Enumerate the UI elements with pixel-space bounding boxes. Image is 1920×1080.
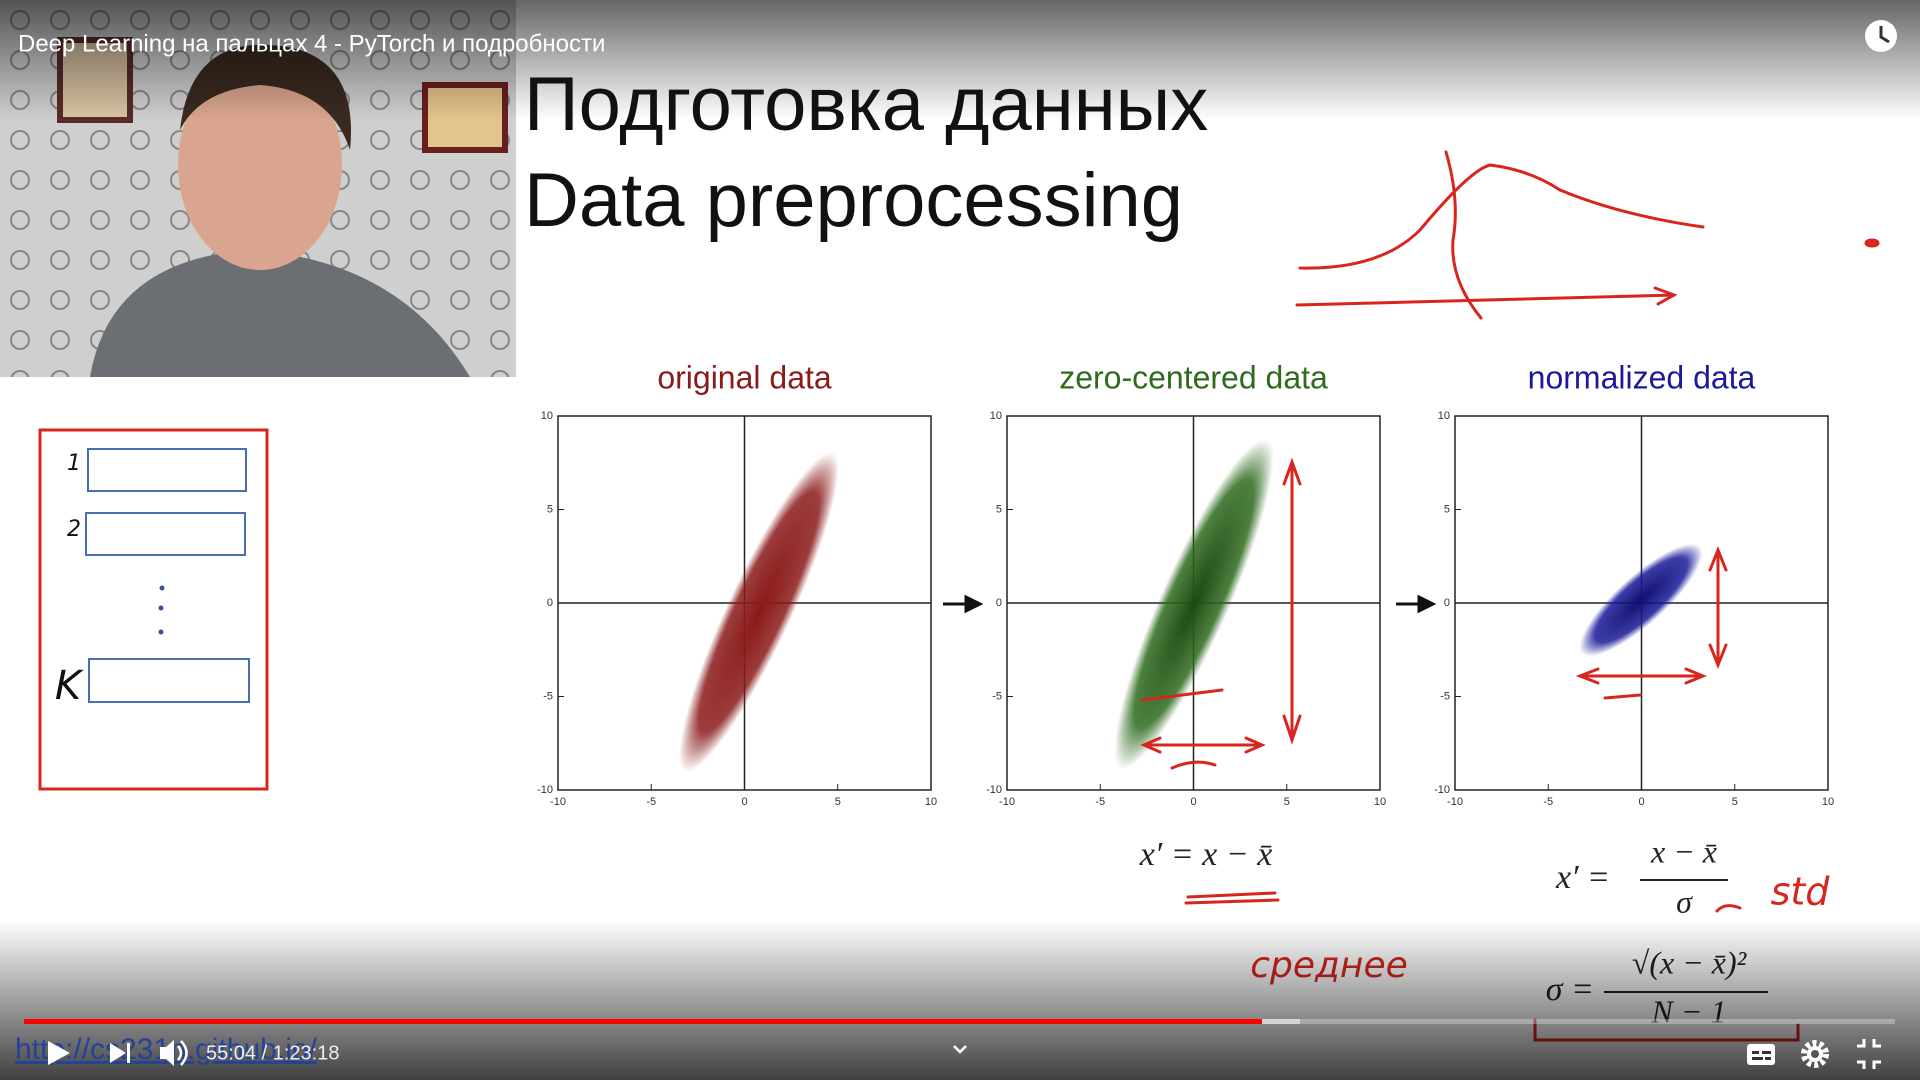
handwritten-note: std [1771,870,1831,914]
point-cloud [679,451,839,773]
x-tick-label: 5 [1732,796,1738,808]
point-cloud [1579,543,1703,657]
x-tick-label: 10 [1822,796,1834,808]
subtitles-button[interactable] [1747,1044,1775,1065]
time-display: 55:04 / 1:23:18 [206,1042,339,1064]
y-tick-label: 0 [547,597,553,609]
x-tick-label: 0 [1638,796,1644,808]
batch-row [87,448,247,492]
x-tick-label: -5 [1543,796,1553,808]
exit-fullscreen-button[interactable] [1857,1039,1881,1069]
y-tick-label: -10 [537,784,553,796]
y-tick-label: 10 [541,410,553,422]
x-tick-label: -5 [646,796,656,808]
y-tick-label: 0 [996,597,1002,609]
y-tick-label: -5 [992,690,1002,702]
annotation-strokes [1140,150,1880,1042]
formula: x′ = x − x̄ [1139,836,1273,873]
x-tick-label: 5 [835,796,841,808]
video-title: Deep Learning на пальцах 4 - PyTorch и п… [18,30,605,57]
y-tick-label: 0 [1444,597,1450,609]
x-tick-label: -10 [1447,796,1463,808]
formula-numerator: x − x̄ [1650,833,1717,869]
slide-subtitle: Data preprocessing [524,158,1183,243]
row-label: 1 [67,451,81,476]
y-tick-label: -10 [986,784,1002,796]
y-tick-label: 5 [1444,503,1450,515]
plot-title: normalized data [1528,359,1756,395]
x-tick-label: 0 [741,796,747,808]
next-button[interactable] [110,1043,130,1063]
formula-denominator: σ [1676,883,1693,919]
plot: -10 -5 0 5 10 -10 -5 0 5 10 [1434,410,1834,808]
y-tick-label: -10 [1434,784,1450,796]
chevron[interactable] [953,1045,967,1054]
flow-arrow [943,594,1437,614]
plot-title: original data [657,359,832,395]
batch-row [85,512,246,556]
settings-button[interactable] [1801,1040,1829,1068]
x-tick-label: 0 [1190,796,1196,808]
x-tick-label: 5 [1284,796,1290,808]
y-tick-label: 5 [996,503,1002,515]
progress-played [24,1019,1262,1024]
slide-title: Подготовка данных [524,62,1208,147]
play-button[interactable] [48,1041,70,1065]
y-tick-label: -5 [1440,690,1450,702]
y-tick-label: 10 [990,410,1002,422]
x-tick-label: 10 [925,796,937,808]
y-tick-label: 10 [1438,410,1450,422]
formula-lhs: x′ = [1555,859,1610,896]
point-cloud [1114,438,1274,770]
x-tick-label: 10 [1374,796,1386,808]
ellipsis-dots [158,585,165,635]
row-label: K [55,663,84,709]
row-label: 2 [67,517,81,542]
y-tick-label: 5 [547,503,553,515]
y-tick-label: -5 [543,690,553,702]
plot-title: zero-centered data [1059,359,1328,395]
top-gradient [0,0,1920,120]
volume-button[interactable] [160,1040,188,1066]
x-tick-label: -10 [999,796,1015,808]
batch-frame [38,428,269,791]
batch-row [88,658,250,703]
watch-later-icon[interactable] [1865,20,1897,52]
x-tick-label: -5 [1095,796,1105,808]
x-tick-label: -10 [550,796,566,808]
